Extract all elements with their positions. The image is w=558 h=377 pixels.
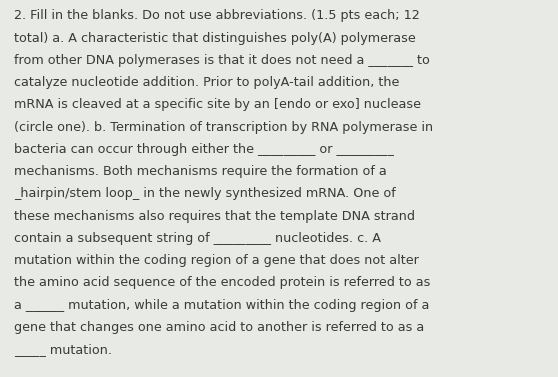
Text: _____ mutation.: _____ mutation.: [14, 343, 112, 356]
Text: _hairpin/stem loop_ in the newly synthesized mRNA. One of: _hairpin/stem loop_ in the newly synthes…: [14, 187, 396, 200]
Text: catalyze nucleotide addition. Prior to polyA-tail addition, the: catalyze nucleotide addition. Prior to p…: [14, 76, 400, 89]
Text: mutation within the coding region of a gene that does not alter: mutation within the coding region of a g…: [14, 254, 419, 267]
Text: (circle one). b. Termination of transcription by RNA polymerase in: (circle one). b. Termination of transcri…: [14, 121, 433, 133]
Text: total) a. A characteristic that distinguishes poly(A) polymerase: total) a. A characteristic that distingu…: [14, 32, 416, 44]
Text: gene that changes one amino acid to another is referred to as a: gene that changes one amino acid to anot…: [14, 321, 424, 334]
Text: bacteria can occur through either the _________ or _________: bacteria can occur through either the __…: [14, 143, 394, 156]
Text: from other DNA polymerases is that it does not need a _______ to: from other DNA polymerases is that it do…: [14, 54, 430, 67]
Text: a ______ mutation, while a mutation within the coding region of a: a ______ mutation, while a mutation with…: [14, 299, 429, 311]
Text: these mechanisms also requires that the template DNA strand: these mechanisms also requires that the …: [14, 210, 415, 222]
Text: contain a subsequent string of _________ nucleotides. c. A: contain a subsequent string of _________…: [14, 232, 381, 245]
Text: 2. Fill in the blanks. Do not use abbreviations. (1.5 pts each; 12: 2. Fill in the blanks. Do not use abbrev…: [14, 9, 420, 22]
Text: mRNA is cleaved at a specific site by an [endo or exo] nuclease: mRNA is cleaved at a specific site by an…: [14, 98, 421, 111]
Text: mechanisms. Both mechanisms require the formation of a: mechanisms. Both mechanisms require the …: [14, 165, 387, 178]
Text: the amino acid sequence of the encoded protein is referred to as: the amino acid sequence of the encoded p…: [14, 276, 430, 289]
